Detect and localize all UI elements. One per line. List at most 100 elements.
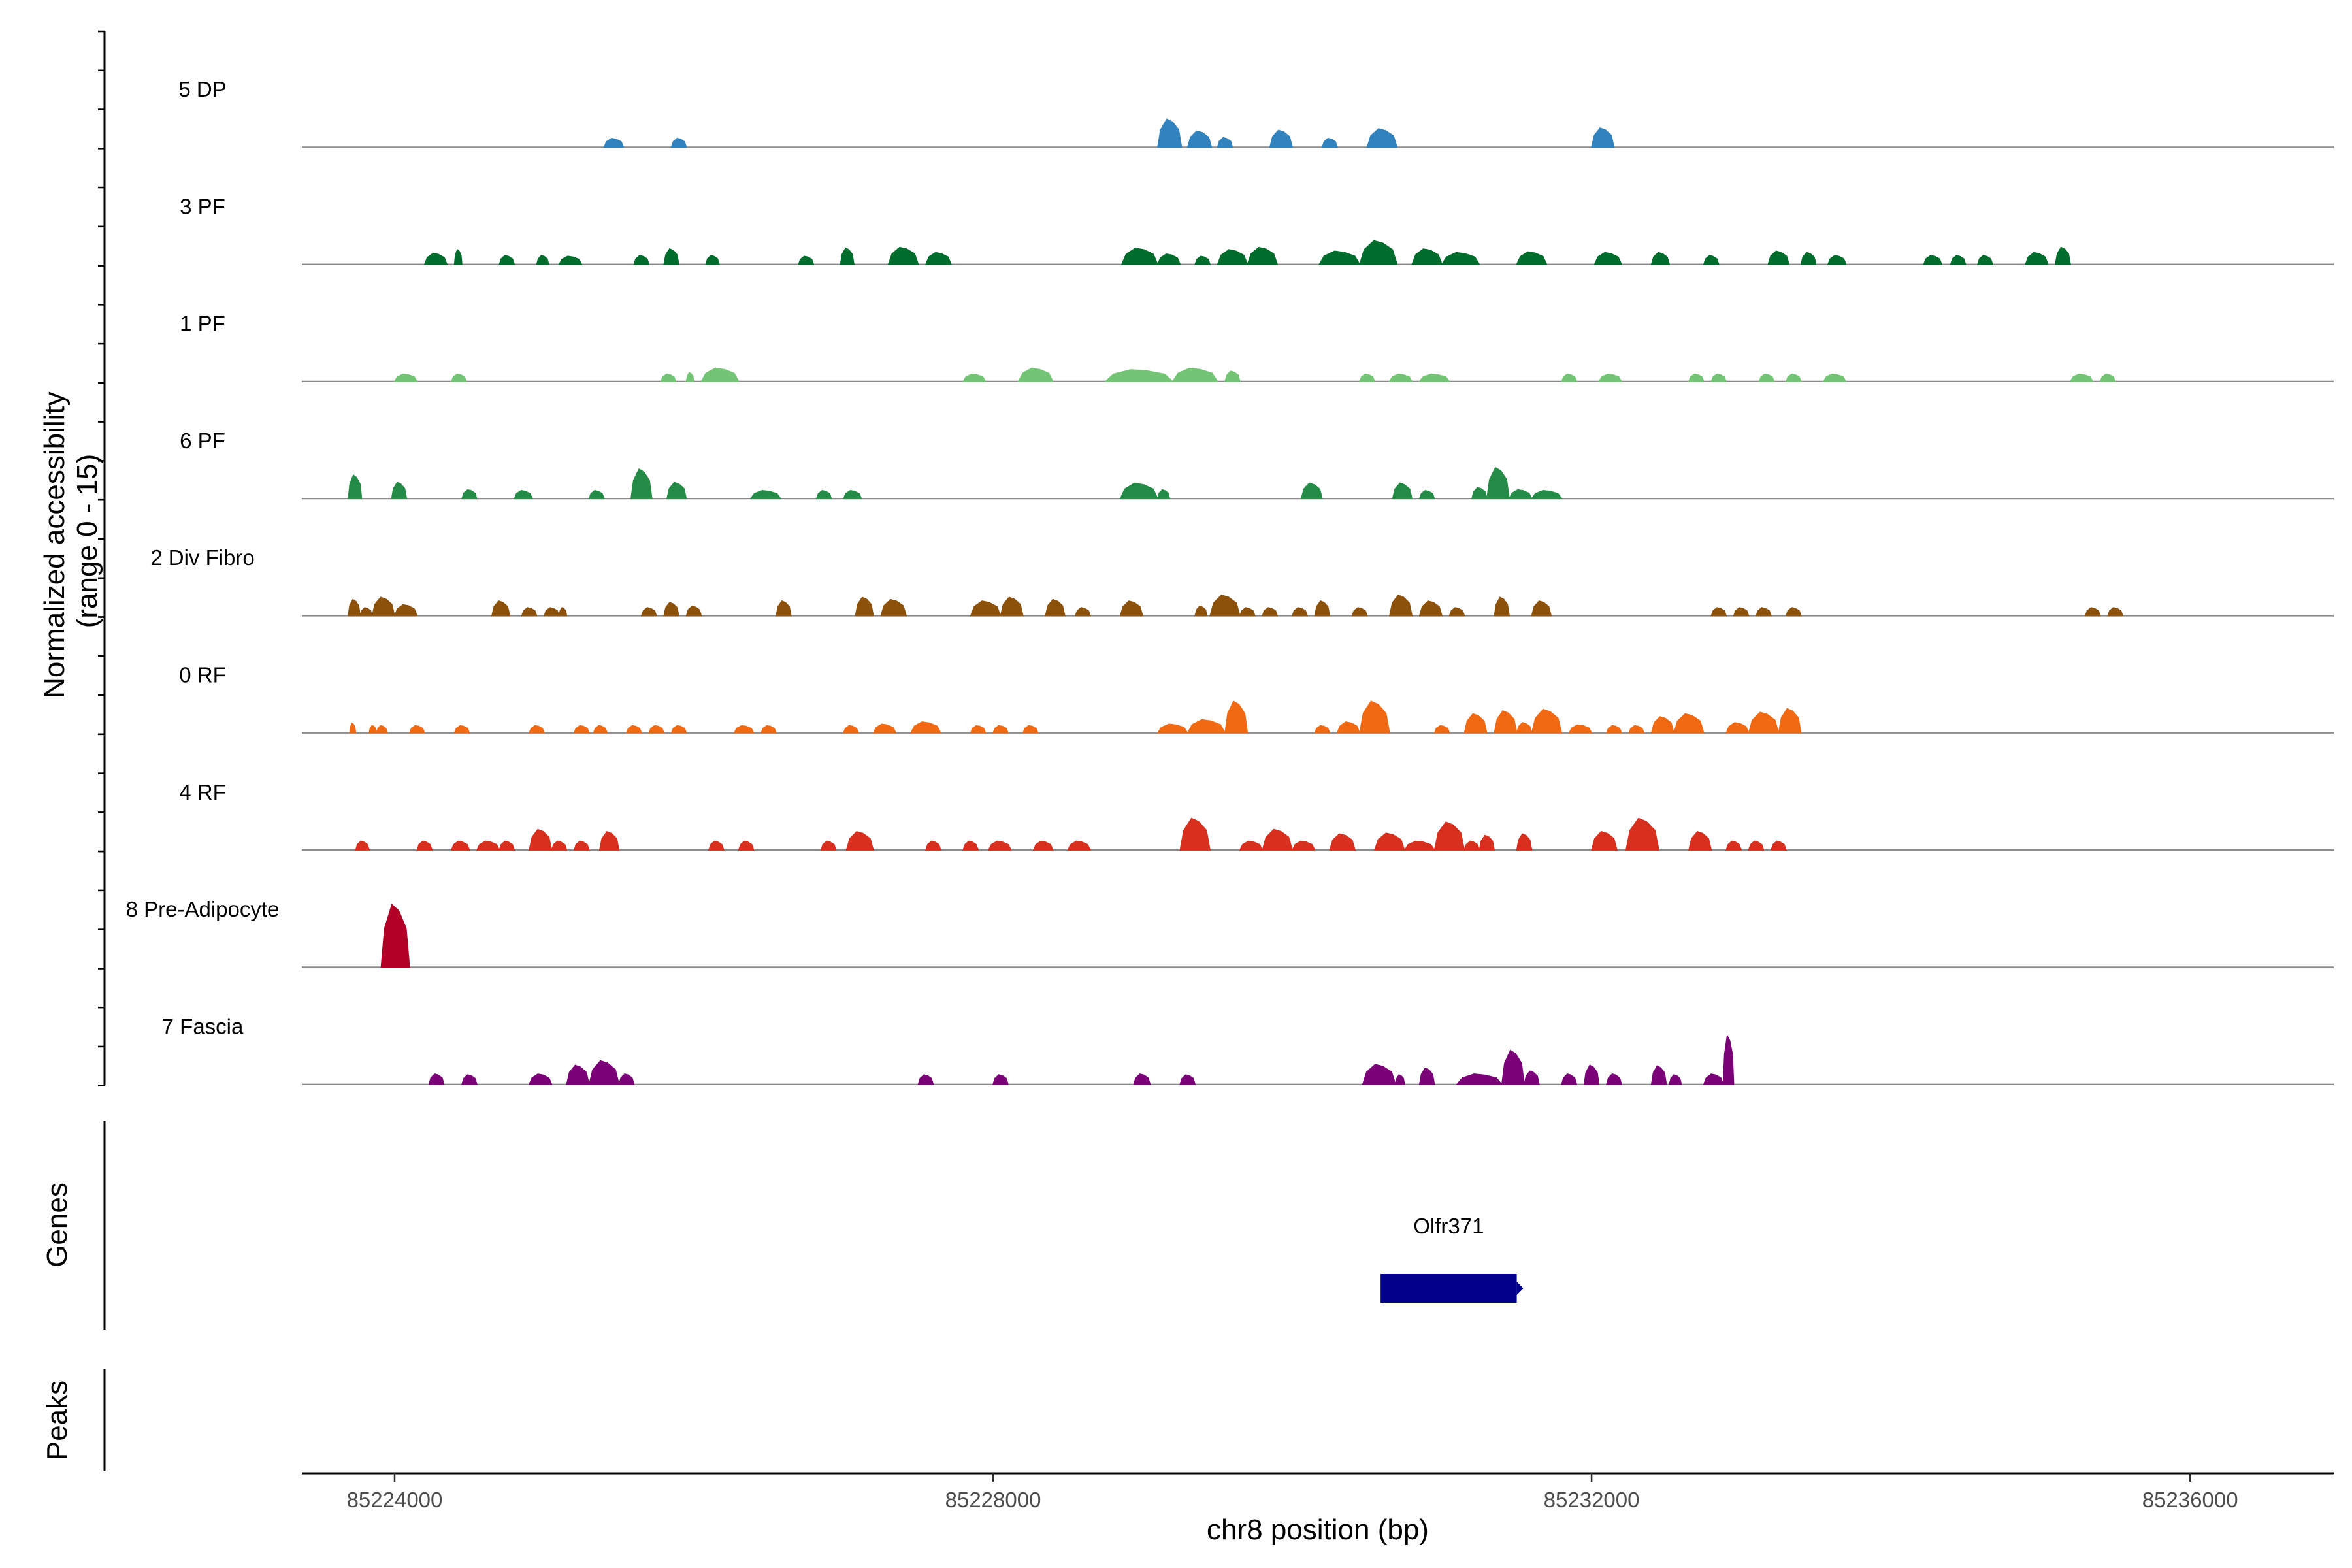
coverage-peak [666, 482, 687, 499]
coverage-peak [1418, 489, 1435, 499]
coverage-peak [1179, 817, 1211, 851]
gene-strand-arrow [1516, 1282, 1524, 1295]
coverage-peak [593, 725, 608, 734]
track-label: 4 RF [179, 780, 226, 804]
coverage-peak [1156, 489, 1171, 499]
coverage-peak [708, 840, 725, 851]
coverage-peak [393, 604, 418, 617]
coverage-peak [2069, 373, 2094, 382]
coverage-peak [380, 904, 410, 968]
coverage-peak [820, 840, 837, 851]
coverage-peak [625, 725, 642, 734]
coverage-peak [1950, 255, 1967, 265]
coverage-peak [423, 252, 448, 265]
track: 4 RF [179, 780, 2334, 851]
coverage-peak [1561, 1073, 1578, 1085]
coverage-peak [1591, 831, 1618, 851]
coverage-peak [1710, 607, 1727, 617]
coverage-peak [573, 725, 590, 734]
coverage-peak [760, 725, 777, 734]
track-label: 2 Div Fibro [150, 546, 255, 570]
coverage-peak [573, 840, 590, 851]
coverage-peak [1418, 373, 1451, 382]
coverage-peak [685, 605, 702, 617]
coverage-peak [514, 489, 533, 499]
coverage-peak [1827, 255, 1847, 265]
coverage-peak [1067, 840, 1092, 851]
track-label: 1 PF [180, 312, 225, 336]
coverage-peak [349, 723, 357, 734]
coverage-peak [618, 1073, 635, 1085]
coverage-peak [528, 1073, 553, 1085]
coverage-peak [536, 255, 549, 265]
coverage-peak [559, 607, 568, 617]
coverage-peak [1725, 840, 1742, 851]
coverage-peak [498, 840, 515, 851]
x-tick-label: 85236000 [2142, 1488, 2238, 1512]
coverage-peak [1593, 252, 1623, 265]
coverage-peak [1314, 600, 1331, 617]
coverage-peak [1194, 605, 1208, 617]
coverage-peak [408, 725, 425, 734]
genes-panel: Genes Olfr371 [41, 1121, 1524, 1330]
coverage-peak [498, 255, 515, 265]
track: 3 PF [180, 194, 2334, 265]
coverage-peak [1770, 840, 1787, 851]
coverage-peak [1755, 607, 1772, 617]
coverage-peak [1359, 700, 1390, 734]
track-label: 3 PF [180, 194, 225, 218]
x-tick-label: 85228000 [945, 1488, 1041, 1512]
x-tick-label: 85232000 [1544, 1488, 1640, 1512]
coverage-peak [1605, 725, 1623, 734]
coverage-peak [842, 725, 860, 734]
coverage-peak [663, 602, 680, 617]
coverage-peak [1748, 840, 1765, 851]
coverage-peak [1392, 482, 1413, 499]
x-tick-label: 85224000 [347, 1488, 443, 1512]
coverage-peak [391, 482, 408, 499]
x-axis: 85224000 85228000 85232000 85236000 chr8 po… [302, 1472, 2334, 1546]
track: 2 Div Fibro [150, 546, 2334, 617]
coverage-peak [416, 840, 433, 851]
coverage-peak [1186, 130, 1213, 148]
track: 8 Pre-Adipocyte [126, 897, 2334, 968]
coverage-peak [1179, 1074, 1196, 1085]
coverage-peak [2084, 607, 2101, 617]
coverage-peak [558, 255, 583, 265]
coverage-peak [1733, 607, 1750, 617]
coverage-peak [1598, 373, 1623, 382]
coverage-peak [1045, 598, 1066, 617]
coverage-peak [1291, 840, 1316, 851]
coverage-peak [1703, 255, 1720, 265]
coverage-peak [348, 474, 363, 499]
peaks-panel: Peaks [41, 1369, 106, 1471]
coverage-peak [1433, 725, 1450, 734]
coverage-peak [453, 248, 463, 265]
coverage-peak [1568, 724, 1593, 734]
coverage-peak [1778, 708, 1802, 734]
coverage-peak [992, 725, 1009, 734]
coverage-peak [1032, 840, 1054, 851]
coverage-y-axis-label: Normalized accessibility (range 0 - 15) [39, 384, 103, 698]
x-ticks: 85224000 85228000 85232000 85236000 [347, 1473, 2238, 1512]
coverage-tracks: 5 DP 3 PF 1 PF 6 PF 2 Div Fibro 0 RF 4 RF 8 Pre… [126, 77, 2334, 1085]
coverage-peak [2099, 373, 2116, 382]
coverage-peak [700, 367, 740, 382]
coverage-peak [887, 246, 919, 265]
coverage-peak [598, 830, 620, 851]
coverage-peak [987, 840, 1012, 851]
coverage-peak [1247, 246, 1279, 265]
coverage-peak [909, 721, 942, 734]
coverage-peak [1673, 713, 1705, 734]
coverage-peak [1074, 607, 1091, 617]
coverage-peak [1351, 607, 1368, 617]
coverage-peak [1292, 607, 1309, 617]
coverage-peak [1531, 600, 1552, 617]
coverage-peak [1395, 1074, 1405, 1085]
track-label: 7 Fascia [162, 1014, 244, 1038]
coverage-peak [1722, 1034, 1735, 1085]
coverage-peak [1217, 137, 1233, 148]
coverage-peak [1583, 1064, 1600, 1085]
